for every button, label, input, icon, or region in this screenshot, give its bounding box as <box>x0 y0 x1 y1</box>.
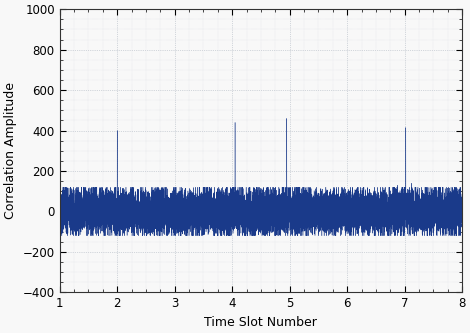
X-axis label: Time Slot Number: Time Slot Number <box>204 316 317 329</box>
Y-axis label: Correlation Amplitude: Correlation Amplitude <box>4 82 17 219</box>
